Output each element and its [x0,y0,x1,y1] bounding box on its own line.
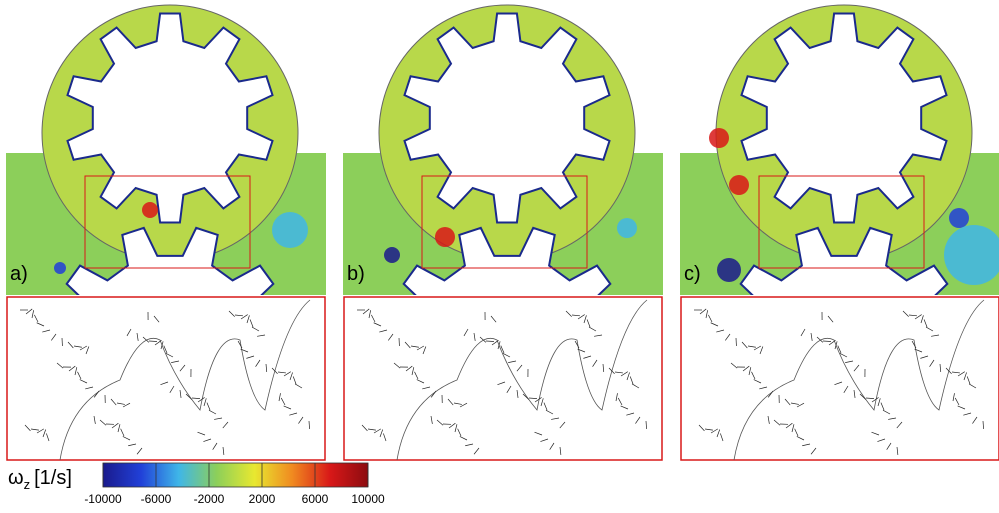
vortex [54,262,66,274]
zoom-panel [344,297,662,460]
vortex [272,212,308,248]
tick-label: 2000 [249,492,276,506]
vortex [384,247,400,263]
figure: a) b) c) ωz[1/s] -10000 -6000 -2000 2000 6000 1… [0,0,999,513]
tick-label: -10000 [84,492,122,506]
symbol: ω [8,467,24,489]
subscript: z [24,477,31,492]
vortex [709,128,729,148]
colorbar: ωz[1/s] -10000 -6000 -2000 2000 6000 10000 [8,463,385,506]
zoom-frame [681,297,999,460]
unit: [1/s] [34,467,72,489]
panels: a) b) c) [6,5,999,462]
tick-label: 6000 [302,492,329,506]
vortex [435,227,455,247]
vortex [617,218,637,238]
page: {"panels": [{"label": "a)"}, {"label": "… [0,0,999,513]
panel-label: a) [10,263,28,285]
zoom-frame [7,297,325,460]
panel-label: b) [347,263,365,285]
zoom-frame [344,297,662,460]
colorbar-label: ωz[1/s] [8,467,72,492]
zoom-panel [681,297,999,460]
zoom-panel [7,297,325,460]
tick-label: -2000 [194,492,225,506]
colorbar-bar [103,463,368,487]
vortex [729,175,749,195]
vortex [717,258,741,282]
tick-label: -6000 [141,492,172,506]
vortex [142,202,158,218]
panel-label: c) [684,263,701,285]
tick-label: 10000 [351,492,385,506]
vortex [949,208,969,228]
